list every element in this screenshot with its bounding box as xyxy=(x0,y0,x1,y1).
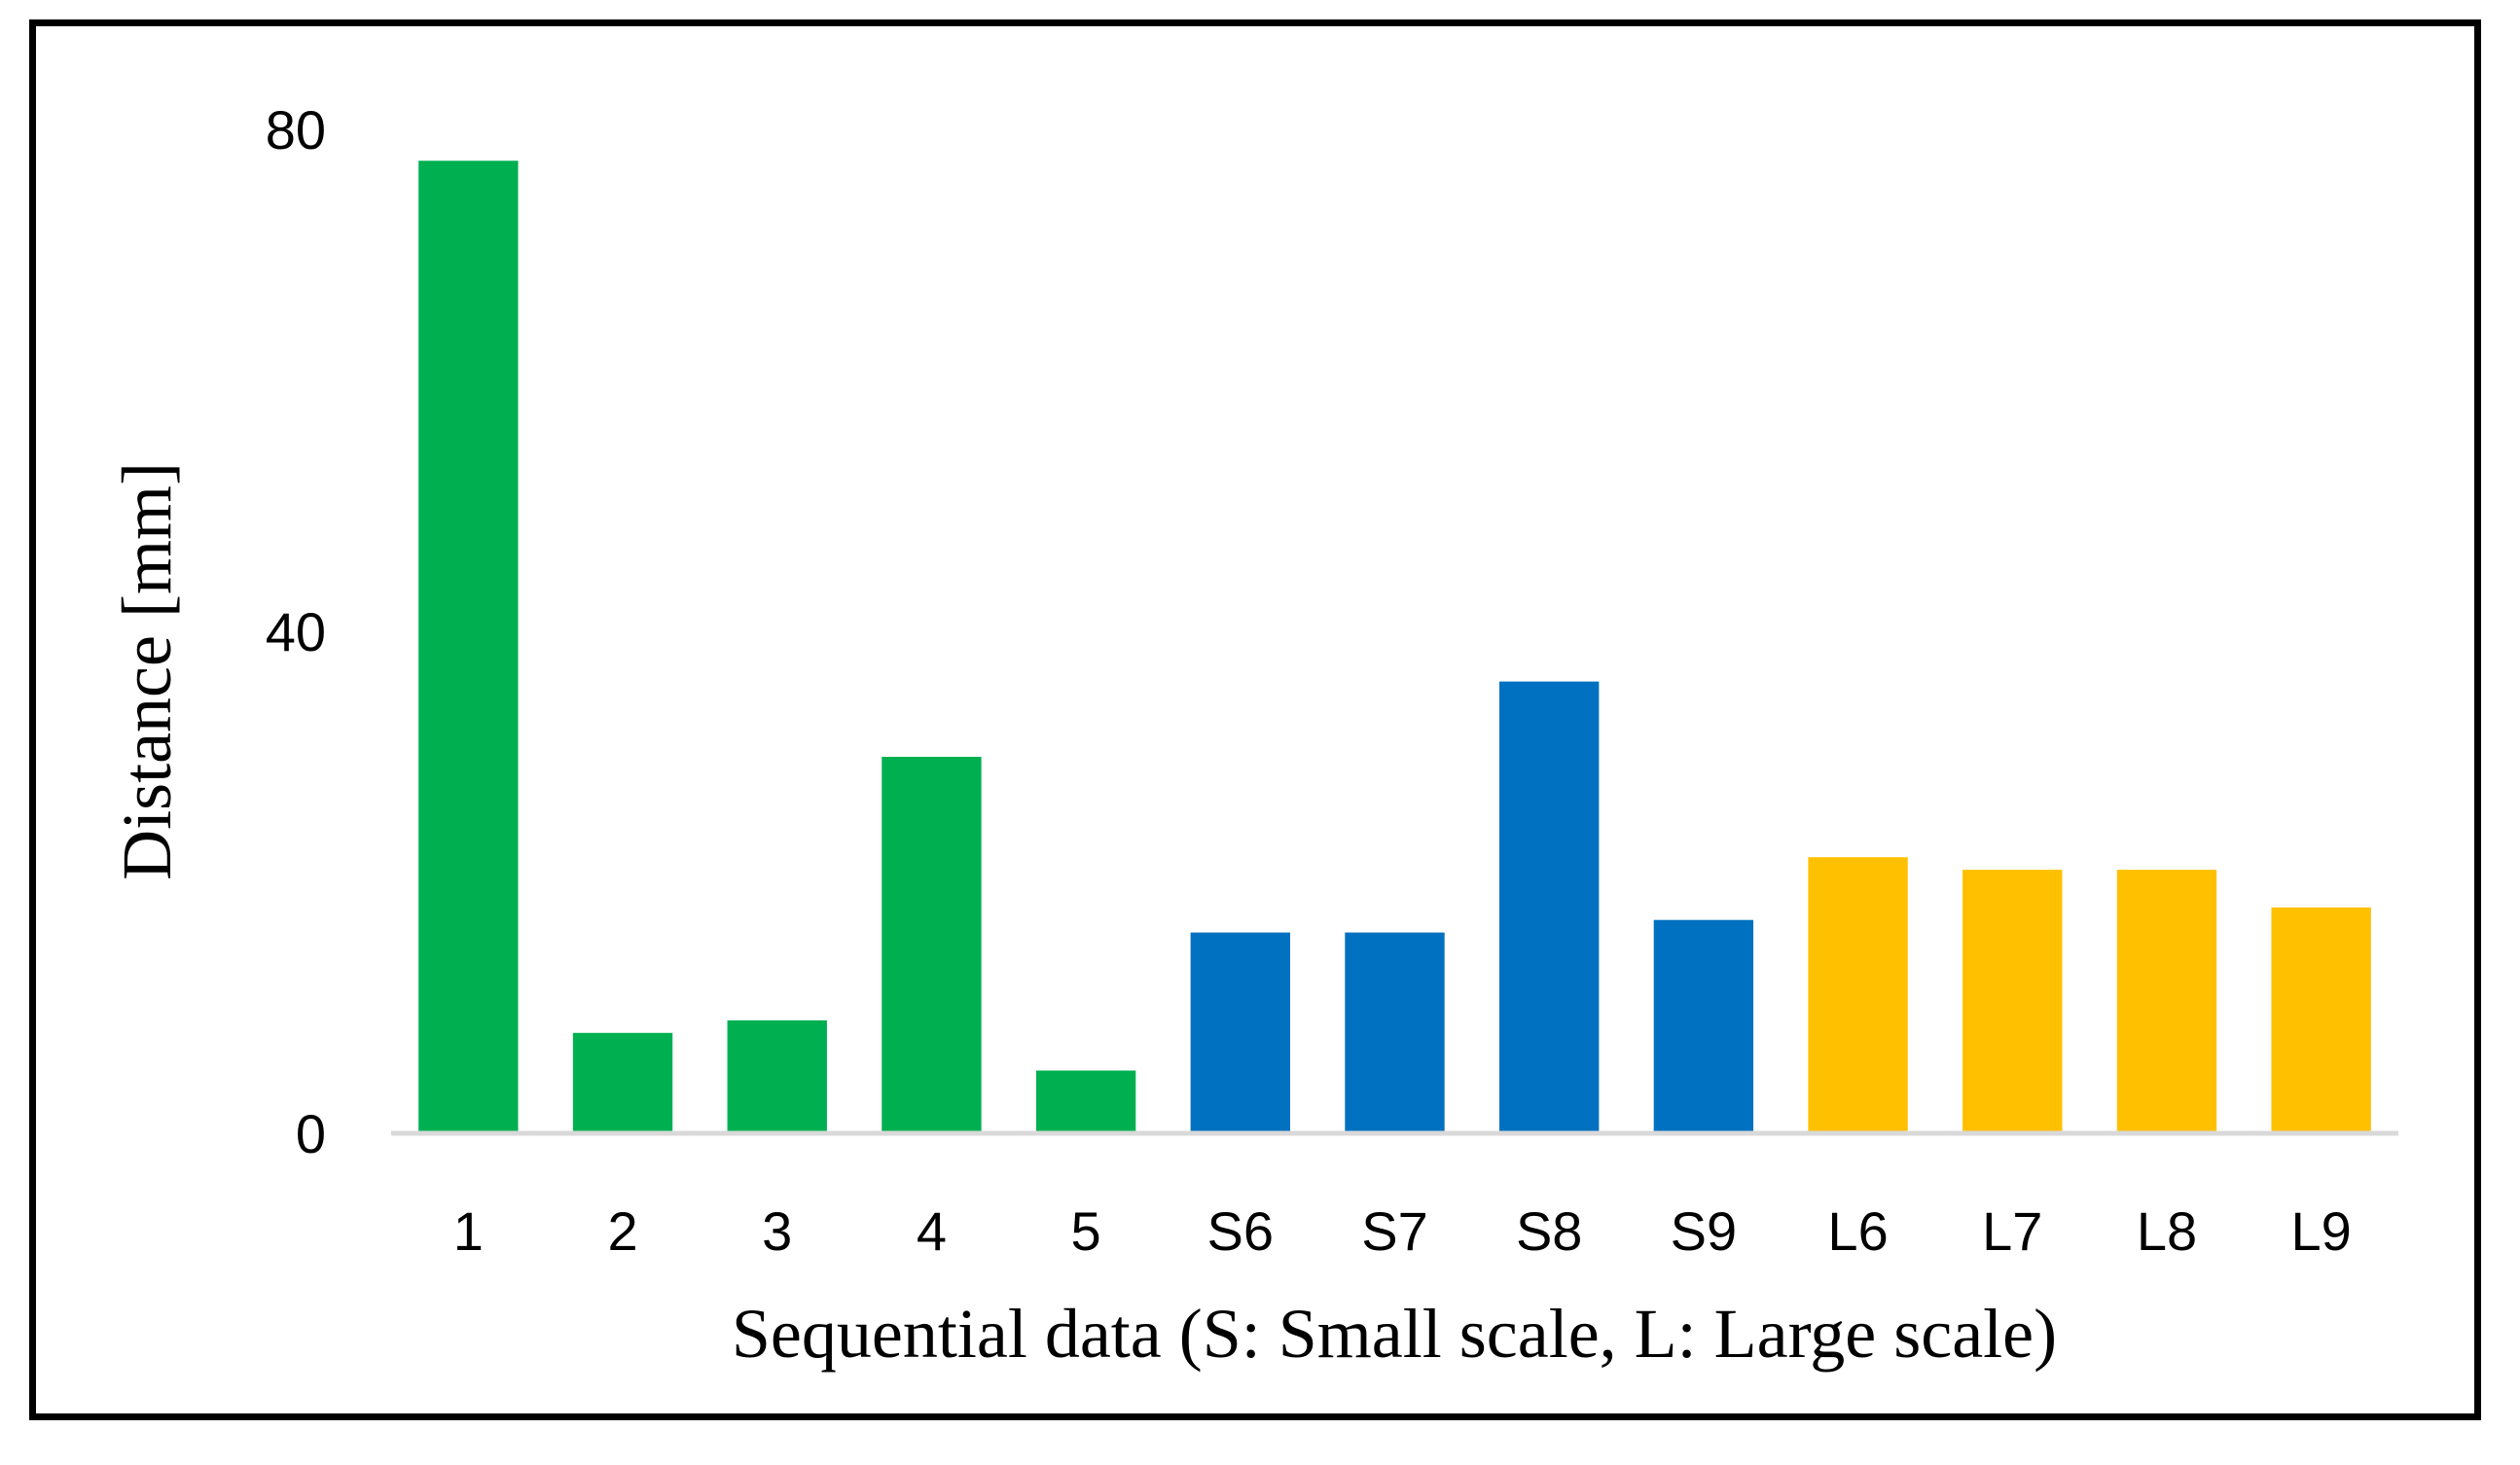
bar-4 xyxy=(882,757,982,1133)
x-tick-label: 2 xyxy=(607,1200,637,1262)
x-tick-label: 3 xyxy=(762,1200,792,1262)
x-tick-label: 1 xyxy=(453,1200,484,1262)
x-tick-label: L6 xyxy=(1827,1200,1888,1262)
x-tick-label: L8 xyxy=(2137,1200,2197,1262)
y-tick-label: 40 xyxy=(266,601,326,662)
y-tick-label: 0 xyxy=(296,1103,326,1164)
bar-1 xyxy=(418,161,519,1133)
y-tick-label: 80 xyxy=(266,99,326,161)
x-tick-label: S7 xyxy=(1361,1200,1428,1262)
bar-S9 xyxy=(1653,919,1754,1133)
x-tick-label: L7 xyxy=(1982,1200,2042,1262)
x-tick-label: S9 xyxy=(1671,1200,1738,1262)
bar-S8 xyxy=(1499,681,1600,1133)
x-tick-label: S6 xyxy=(1207,1200,1275,1262)
x-tick-label: L9 xyxy=(2291,1200,2352,1262)
x-tick-label: S8 xyxy=(1516,1200,1583,1262)
bar-2 xyxy=(572,1032,673,1133)
bar-5 xyxy=(1035,1070,1136,1133)
bar-L6 xyxy=(1808,857,1908,1133)
bar-L9 xyxy=(2271,907,2371,1133)
x-tick-label: 5 xyxy=(1071,1200,1101,1262)
y-axis-title: Distance [mm] xyxy=(108,462,186,880)
y-tick-labels: 0 40 80 xyxy=(266,99,326,1164)
bar-L7 xyxy=(1962,870,2063,1133)
bar-3 xyxy=(727,1019,827,1133)
x-tick-label: 4 xyxy=(917,1200,947,1262)
bars-group xyxy=(418,161,2371,1133)
x-axis-title: Sequential data (S: Small scale, L: Larg… xyxy=(732,1295,2057,1373)
bar-S6 xyxy=(1190,932,1290,1133)
x-tick-labels: 1 2 3 4 5 S6 S7 S8 S9 L6 L7 L8 L9 xyxy=(453,1200,2352,1262)
bar-L8 xyxy=(2116,870,2217,1133)
bar-S7 xyxy=(1345,932,1445,1133)
